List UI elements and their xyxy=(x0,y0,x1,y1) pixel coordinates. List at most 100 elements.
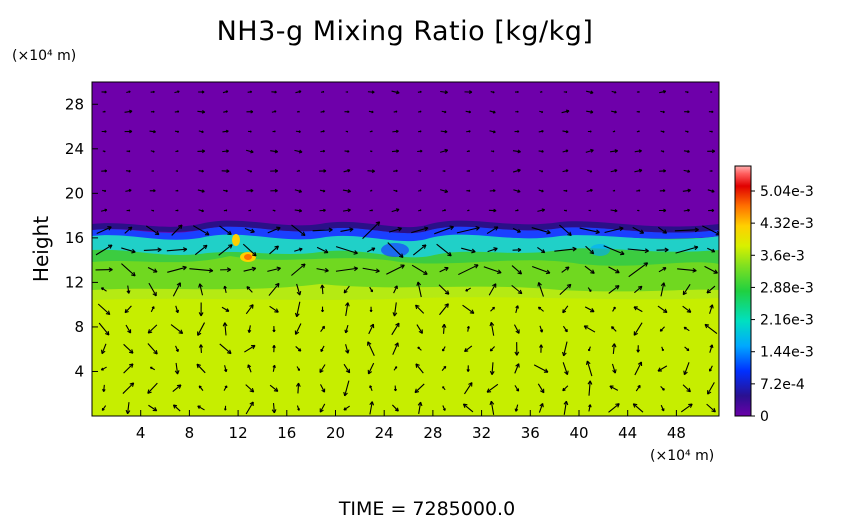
wind-arrow xyxy=(220,267,231,273)
wind-arrow xyxy=(587,346,591,352)
wind-arrow xyxy=(219,225,232,236)
wind-arrow xyxy=(387,242,404,258)
wind-arrow xyxy=(539,169,544,173)
wind-arrow xyxy=(102,384,106,392)
wind-arrow xyxy=(483,266,502,274)
wind-arrow xyxy=(219,343,232,355)
wind-arrow xyxy=(222,322,228,336)
wind-arrow xyxy=(344,150,350,153)
wind-arrow xyxy=(512,168,521,173)
wind-arrow xyxy=(369,306,373,313)
wind-arrow xyxy=(198,302,204,317)
wind-arrow xyxy=(466,169,471,173)
wind-arrow xyxy=(342,208,351,213)
wind-arrow xyxy=(585,360,593,377)
wind-arrow xyxy=(198,344,204,353)
wind-arrow xyxy=(608,403,620,413)
wind-arrow xyxy=(539,91,543,93)
wind-vectors xyxy=(95,90,719,415)
wind-arrow xyxy=(486,226,499,235)
wind-arrow xyxy=(166,247,188,252)
wind-arrow xyxy=(367,362,375,375)
x-tick-label: 36 xyxy=(521,424,540,442)
wind-arrow xyxy=(320,110,325,113)
wind-arrow xyxy=(148,282,157,297)
wind-arrow xyxy=(343,285,350,294)
wind-arrow xyxy=(391,322,400,336)
wind-arrow xyxy=(532,265,551,275)
wind-arrow xyxy=(512,149,521,154)
wind-arrow xyxy=(197,109,206,114)
wind-arrow xyxy=(247,364,252,373)
wind-arrow xyxy=(659,169,667,173)
colorbar xyxy=(734,165,752,417)
wind-arrow xyxy=(682,284,691,296)
wind-arrow xyxy=(174,130,180,133)
wind-arrow xyxy=(417,149,423,153)
wind-arrow xyxy=(418,170,422,173)
wind-arrow xyxy=(586,110,594,114)
wind-arrow xyxy=(320,284,325,295)
wind-arrow xyxy=(554,246,577,252)
wind-arrow xyxy=(683,326,690,332)
wind-arrow xyxy=(271,90,277,94)
wind-arrow xyxy=(709,304,714,314)
wind-arrow xyxy=(198,169,204,173)
wind-arrow xyxy=(513,324,520,334)
wind-arrow xyxy=(587,169,593,173)
x-tick-label: 32 xyxy=(472,424,491,442)
wind-arrow xyxy=(198,90,205,94)
wind-arrow xyxy=(272,345,276,353)
wind-arrow xyxy=(172,404,181,412)
wind-arrow xyxy=(198,130,204,134)
wind-arrow xyxy=(660,404,665,412)
wind-arrow xyxy=(196,363,206,374)
wind-arrow xyxy=(197,405,205,411)
wind-arrow xyxy=(682,188,691,193)
y-tick-label: 16 xyxy=(65,229,84,247)
wind-arrow xyxy=(514,90,519,94)
wind-arrow xyxy=(369,401,375,415)
x-tick-label: 12 xyxy=(229,424,248,442)
wind-arrow xyxy=(291,263,306,276)
wind-arrow xyxy=(636,91,640,93)
wind-arrow xyxy=(189,268,214,273)
wind-arrow xyxy=(490,91,495,94)
wind-arrow xyxy=(539,110,544,114)
wind-arrow xyxy=(659,90,667,94)
wind-arrow xyxy=(585,245,595,255)
wind-arrow xyxy=(102,150,106,153)
wind-arrow xyxy=(223,110,228,113)
wind-arrow xyxy=(218,244,233,256)
wind-arrow xyxy=(96,226,112,235)
wind-arrow xyxy=(192,225,210,236)
wind-arrow xyxy=(415,304,425,314)
wind-arrow xyxy=(319,189,326,193)
wind-arrow xyxy=(441,365,447,372)
wind-arrow xyxy=(101,130,107,133)
wind-arrow xyxy=(490,150,495,153)
wind-arrow xyxy=(174,110,180,113)
wind-arrow xyxy=(466,130,471,133)
wind-arrow xyxy=(436,243,452,257)
wind-arrow xyxy=(709,365,713,372)
wind-arrow xyxy=(538,189,544,193)
y-tick-label: 12 xyxy=(65,273,84,291)
wind-arrow xyxy=(458,264,479,276)
wind-arrow xyxy=(418,209,422,212)
wind-arrow xyxy=(244,344,256,353)
wind-arrow xyxy=(124,226,133,234)
wind-arrow xyxy=(658,226,668,234)
wind-arrow xyxy=(174,362,180,375)
wind-arrow xyxy=(511,284,523,295)
wind-arrow xyxy=(562,385,569,392)
wind-arrow xyxy=(464,90,473,94)
wind-arrow xyxy=(464,382,473,395)
wind-arrow xyxy=(222,90,229,94)
wind-arrow xyxy=(660,150,665,153)
wind-arrow xyxy=(489,400,495,415)
wind-arrow xyxy=(388,226,402,233)
wind-arrow xyxy=(588,404,592,412)
wind-arrow xyxy=(124,109,133,114)
wind-arrow xyxy=(514,385,520,392)
